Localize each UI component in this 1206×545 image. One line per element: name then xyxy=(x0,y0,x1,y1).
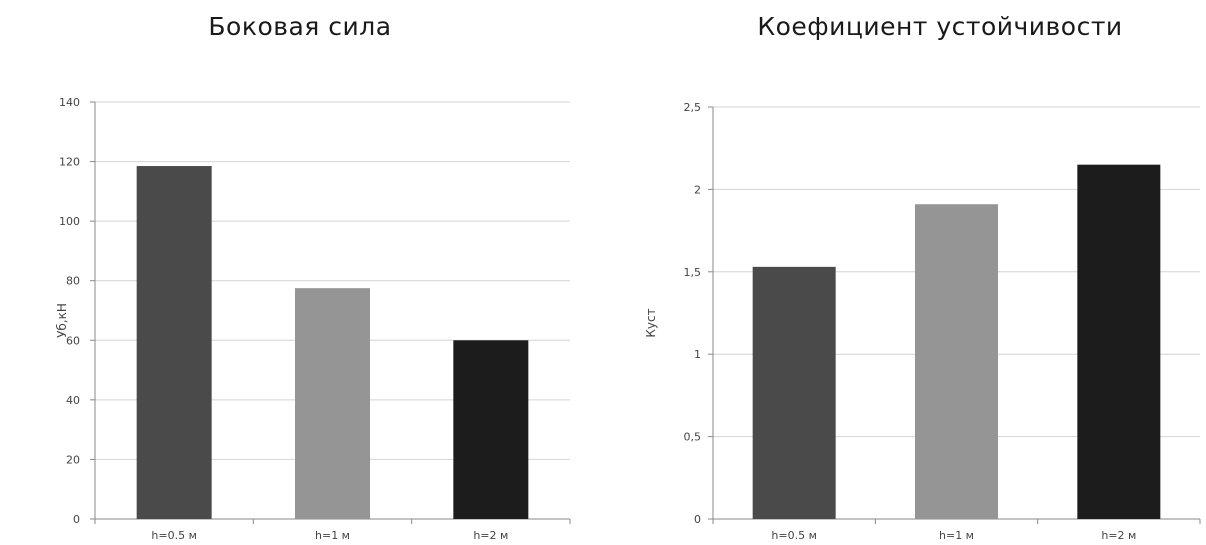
bar-3 xyxy=(1077,164,1161,519)
chart-title-stability-coefficient: Коефициент устойчивости xyxy=(757,12,1123,41)
y-tick-label: 1,5 xyxy=(684,266,702,279)
x-tick-label: h=2 м xyxy=(1101,529,1136,542)
bar-2 xyxy=(295,288,370,519)
x-tick-label: h=0.5 м xyxy=(771,529,816,542)
bar-2 xyxy=(915,204,998,519)
y-tick-label: 80 xyxy=(66,275,80,288)
y-tick-label: 40 xyxy=(66,394,80,407)
y-tick-label: 0,5 xyxy=(684,431,702,444)
y-tick-label: 2,5 xyxy=(684,101,702,114)
y-tick-label: 60 xyxy=(66,334,80,347)
x-tick-label: h=2 м xyxy=(473,529,508,542)
bar-3 xyxy=(453,340,529,519)
y-tick-label: 0 xyxy=(73,513,80,526)
x-tick-label: h=1 м xyxy=(315,529,350,542)
x-tick-label: h=1 м xyxy=(939,529,974,542)
y-tick-label: 0 xyxy=(694,513,701,526)
y-tick-label: 2 xyxy=(694,183,701,196)
bar-1 xyxy=(752,266,836,519)
y-tick-label: 1 xyxy=(694,348,701,361)
chart-title-lateral-force: Боковая сила xyxy=(208,12,392,41)
y-tick-label: 140 xyxy=(59,96,80,109)
y-tick-label: 20 xyxy=(66,453,80,466)
y-axis-label: Куст xyxy=(644,308,658,337)
x-tick-label: h=0.5 м xyxy=(151,529,196,542)
y-tick-label: 100 xyxy=(59,215,80,228)
y-tick-label: 120 xyxy=(59,156,80,169)
bar-1 xyxy=(136,166,212,519)
y-axis-label: Уб,кН xyxy=(55,303,69,338)
